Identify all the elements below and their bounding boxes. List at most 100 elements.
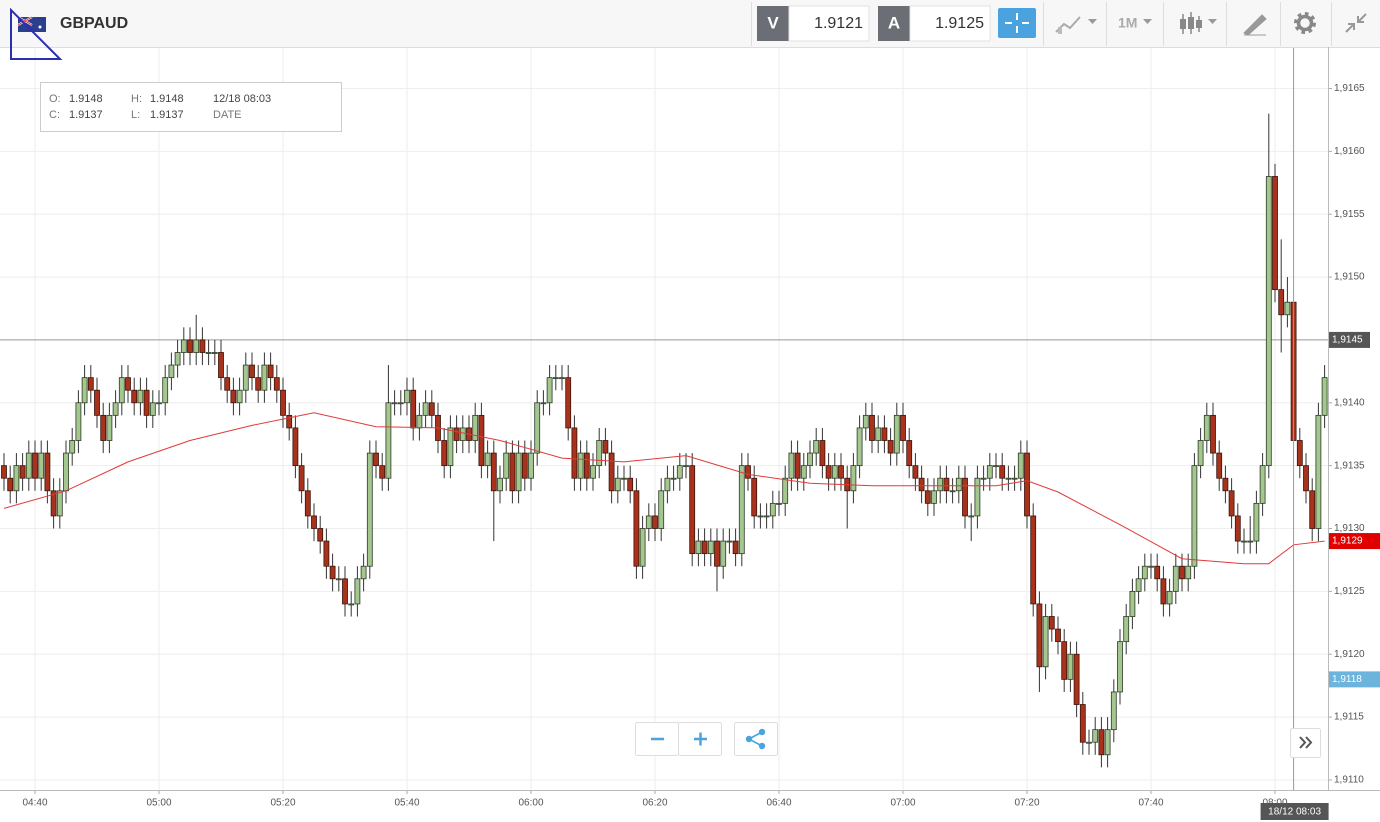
- date-value: 12/18 08:03: [213, 93, 271, 105]
- candle-body: [286, 414, 293, 429]
- y-tick-label: 1,9160: [1334, 146, 1365, 157]
- candle-body: [1129, 590, 1136, 617]
- candle-body: [1160, 578, 1167, 605]
- candle-body: [447, 427, 454, 467]
- candle-body: [788, 452, 795, 479]
- candle-body: [850, 465, 857, 492]
- candle-body: [1228, 490, 1235, 517]
- candle-body: [552, 377, 559, 380]
- candle-body: [645, 515, 652, 529]
- symbol: GBPAUD: [60, 15, 128, 32]
- candle-style-button[interactable]: [1180, 12, 1217, 34]
- y-tick-label: 1,9150: [1334, 272, 1365, 283]
- candle-body: [924, 490, 931, 504]
- candle-body: [224, 377, 231, 391]
- candle-body: [13, 465, 20, 492]
- candle-body: [887, 440, 894, 454]
- candle-body: [1172, 565, 1179, 592]
- candle-body: [1166, 590, 1173, 605]
- candle-body: [19, 465, 26, 479]
- candle-body: [670, 477, 677, 480]
- candle-body: [1141, 565, 1148, 580]
- candle-body: [608, 452, 615, 492]
- candle-body: [242, 364, 249, 391]
- candle-body: [633, 490, 640, 567]
- crosshair-icon: [1005, 13, 1029, 33]
- candle-body: [931, 490, 937, 504]
- x-tick-label: 06:40: [766, 798, 791, 809]
- x-tick-label: 07:40: [1138, 798, 1163, 809]
- candle-body: [156, 402, 162, 405]
- candle-body: [869, 414, 875, 441]
- y-tick-label: 1,9155: [1334, 209, 1365, 220]
- flag-star: [38, 25, 42, 29]
- candle-body: [993, 465, 999, 468]
- candle-body: [1303, 465, 1309, 492]
- settings-button[interactable]: [1294, 12, 1316, 34]
- candle-body: [1234, 515, 1241, 542]
- candle-body: [509, 452, 516, 492]
- candle-body: [639, 528, 646, 567]
- candle-body: [652, 515, 658, 529]
- candle-body: [1086, 741, 1092, 744]
- share-button[interactable]: [734, 722, 778, 756]
- candle-body: [1284, 301, 1291, 316]
- candle-body: [515, 452, 522, 492]
- candle-body: [1216, 452, 1223, 479]
- candle-body: [1247, 540, 1254, 543]
- candle-body: [614, 477, 621, 492]
- candle-body: [534, 402, 541, 454]
- timeframe-button[interactable]: 1M: [1118, 15, 1152, 31]
- close-label: C:: [49, 109, 60, 121]
- sell-button[interactable]: [757, 6, 789, 41]
- candle-icon: [1196, 20, 1202, 28]
- zoom-controls: [635, 722, 1321, 758]
- candle-body: [559, 377, 565, 380]
- sell-price: 1.9121: [814, 15, 863, 32]
- candle-body: [478, 414, 485, 467]
- candle-body: [881, 427, 888, 441]
- candle-body: [342, 578, 348, 605]
- candle-body: [490, 452, 497, 492]
- candle-body: [807, 452, 813, 467]
- candle-body: [906, 440, 913, 467]
- candle-body: [404, 389, 410, 404]
- candle-body: [583, 452, 590, 479]
- buy-price: 1.9125: [935, 15, 984, 32]
- buy-button[interactable]: [878, 6, 910, 41]
- candle-body: [81, 377, 88, 404]
- candle-body: [689, 465, 696, 555]
- candle-body: [1011, 477, 1018, 480]
- collapse-button[interactable]: [1345, 13, 1367, 33]
- buy-price-box[interactable]: [909, 5, 991, 42]
- candle-body: [131, 389, 138, 404]
- candle-body: [329, 565, 336, 580]
- candle-body: [831, 465, 838, 479]
- candle-body: [1191, 465, 1198, 567]
- candle-body: [32, 452, 38, 479]
- sell-price-box[interactable]: [788, 5, 870, 42]
- candle-body: [875, 427, 882, 441]
- triangle-drawing[interactable]: [10, 7, 63, 60]
- candle-body: [720, 540, 727, 567]
- draw-button[interactable]: [1243, 14, 1267, 36]
- candle-body: [732, 540, 739, 555]
- candle-body: [751, 477, 758, 517]
- crosshair-button[interactable]: [998, 8, 1036, 38]
- buy-label: A: [888, 13, 900, 32]
- candle-body: [1036, 603, 1043, 668]
- price-marker-label: 1,9129: [1332, 536, 1363, 547]
- candle-body: [298, 465, 305, 492]
- ohlc-tooltip: O: 1.9148 H: 1.9148 12/18 08:03 C: 1.913…: [40, 82, 342, 132]
- candle-body: [1148, 565, 1154, 568]
- chart-type-button[interactable]: [1055, 16, 1097, 34]
- candle-body: [974, 477, 981, 517]
- candle-body: [428, 402, 435, 416]
- y-tick-label: 1,9110: [1334, 775, 1364, 786]
- candle-body: [69, 440, 76, 454]
- candle-body: [292, 427, 299, 467]
- candle-body: [1067, 653, 1074, 680]
- candle-body: [726, 540, 733, 543]
